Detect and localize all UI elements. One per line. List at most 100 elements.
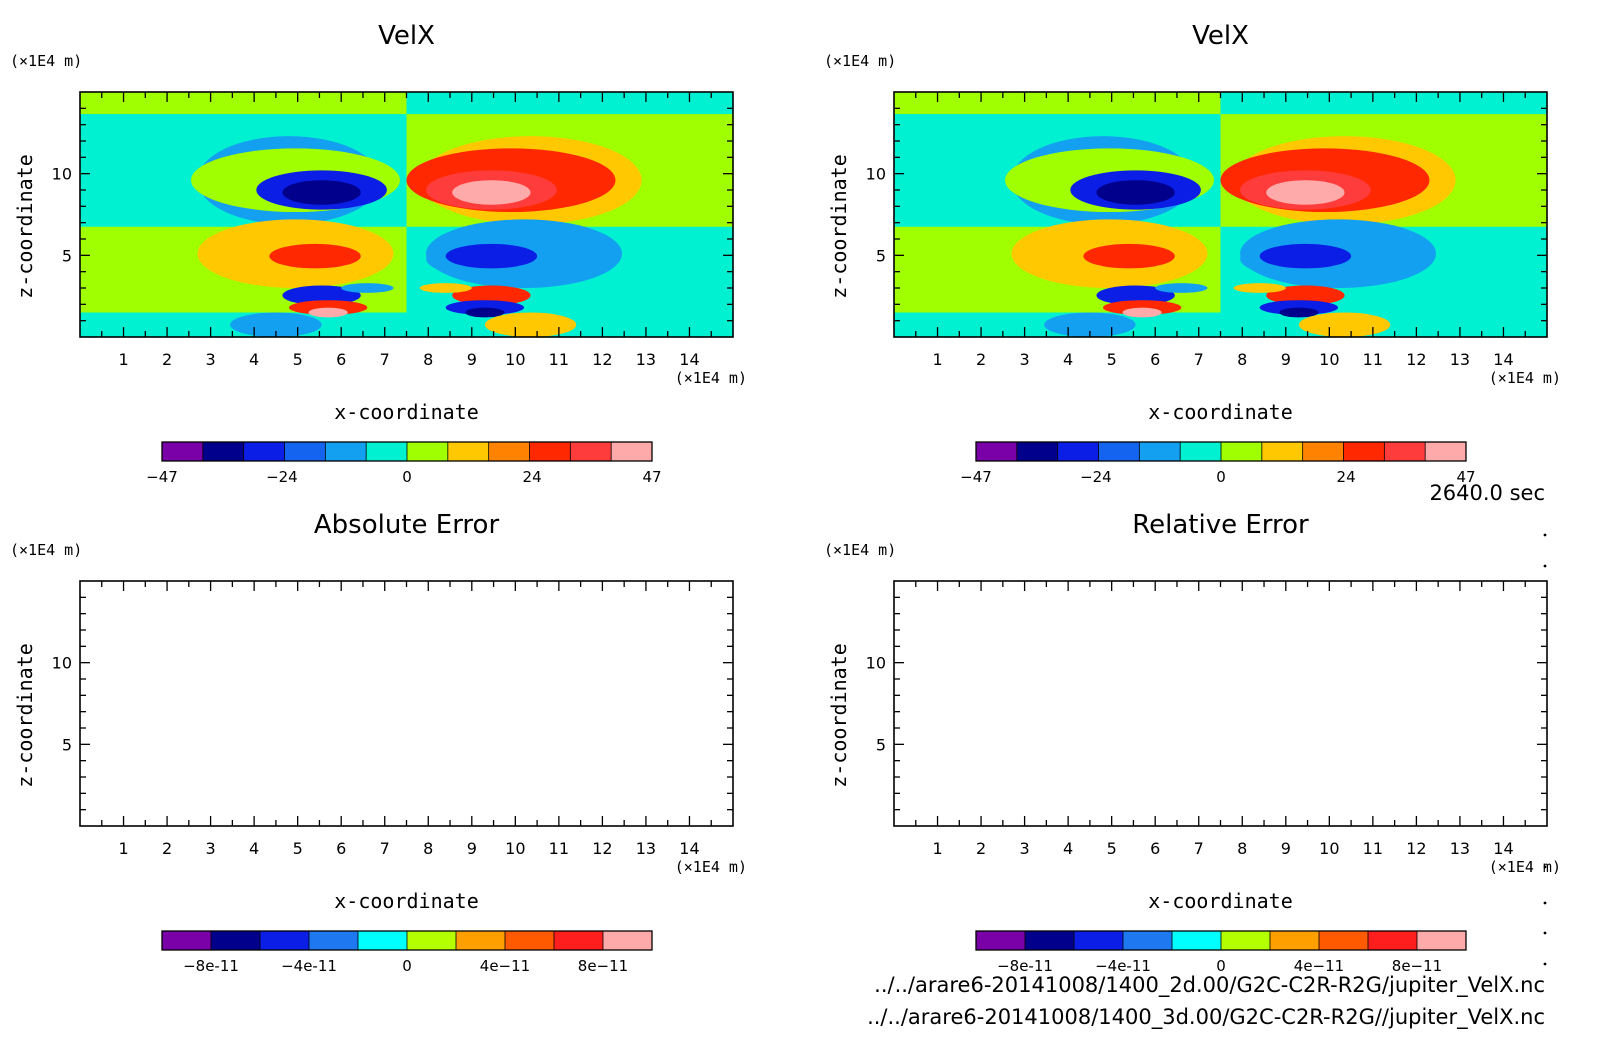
colorbar-swatch	[309, 931, 359, 950]
colorbar-swatch	[1180, 442, 1222, 461]
colorbar-label: −47	[960, 468, 992, 486]
colorbar-swatch	[1025, 931, 1075, 950]
x-tick-label: 4	[1063, 350, 1073, 369]
y-tick-label: 10	[866, 654, 886, 673]
y-tick-label: 10	[52, 165, 72, 184]
x-tick-label: 1	[932, 839, 942, 858]
x-tick-label: 5	[293, 350, 303, 369]
x-tick-label: 1	[118, 839, 128, 858]
time-label: 2640.0 sec	[1429, 481, 1545, 505]
y-unit-label: (×1E4 m)	[824, 541, 896, 559]
x-axis-title: x-coordinate	[334, 400, 479, 424]
colorbar-swatch	[603, 931, 653, 950]
colorbar-label: −47	[146, 468, 178, 486]
colorbar-label: 4e−11	[480, 957, 530, 975]
x-tick-label: 11	[549, 350, 569, 369]
x-tick-label: 11	[549, 839, 569, 858]
chart-title: Absolute Error	[314, 510, 500, 540]
x-tick-label: 7	[380, 350, 390, 369]
x-unit-label: (×1E4 m)	[1489, 369, 1561, 387]
colorbar-swatch	[1221, 931, 1271, 950]
colorbar-swatch	[358, 931, 408, 950]
x-tick-label: 11	[1363, 350, 1383, 369]
y-axis-title: z-coordinate	[827, 643, 851, 788]
colorbar-swatch	[1417, 931, 1467, 950]
colorbar-swatch	[1123, 931, 1173, 950]
colorbar-label: 8e−11	[578, 957, 628, 975]
x-unit-label: (×1E4 m)	[675, 369, 747, 387]
x-tick-label: 3	[206, 350, 216, 369]
x-tick-label: 8	[423, 839, 433, 858]
x-tick-label: 13	[636, 350, 656, 369]
plot-area	[894, 581, 1547, 826]
colorbar-label: 0	[1216, 957, 1226, 975]
colorbar-label: 47	[642, 468, 661, 486]
colorbar-swatch	[202, 442, 245, 461]
x-tick-label: 9	[1281, 350, 1291, 369]
colorbar-swatch	[407, 442, 449, 461]
colorbar-swatch	[1098, 442, 1140, 461]
colorbar-swatch	[976, 442, 1018, 461]
x-tick-label: 12	[1406, 350, 1426, 369]
colorbar: −47 −24 0 24 47	[960, 441, 1476, 486]
x-tick-label: 10	[1319, 839, 1339, 858]
x-tick-label: 8	[423, 350, 433, 369]
x-tick-label: 3	[206, 839, 216, 858]
chart-panel-3: Relative Error(×1E4 m)1 2 3 4 5 6 7 8 9 10 11 12 13 1…	[824, 510, 1561, 975]
colorbar-label: −8e-11	[183, 957, 239, 975]
chart-title: Relative Error	[1132, 510, 1309, 540]
colorbar-swatch	[1384, 442, 1426, 461]
colorbar-label: 24	[1337, 468, 1356, 486]
colorbar-label: −8e-11	[997, 957, 1053, 975]
x-tick-label: 12	[592, 350, 612, 369]
colorbar-swatch	[1368, 931, 1418, 950]
x-tick-label: 14	[679, 839, 699, 858]
x-tick-label: 14	[1493, 350, 1513, 369]
y-axis-title: z-coordinate	[827, 154, 851, 299]
colorbar-swatch	[366, 442, 408, 461]
colorbar-label: −24	[1080, 468, 1112, 486]
x-axis-title: x-coordinate	[334, 889, 479, 913]
colorbar: −47 −24 0 24 47	[146, 441, 662, 486]
x-tick-label: 2	[976, 839, 986, 858]
x-tick-label: 7	[1194, 350, 1204, 369]
panels: VelX(×1E4 m)1 2 3 4 5 6 7 8 9 10 11 12 13 14510(×1E4 …	[10, 21, 1561, 975]
colorbar-swatch	[1016, 442, 1059, 461]
colorbar-swatch	[1425, 442, 1467, 461]
colorbar-swatch	[570, 442, 612, 461]
y-unit-label: (×1E4 m)	[10, 52, 82, 70]
colorbar-label: −4e-11	[1095, 957, 1151, 975]
x-tick-label: 7	[380, 839, 390, 858]
chart-title: VelX	[1192, 21, 1249, 51]
x-tick-label: 2	[162, 839, 172, 858]
y-axis-title: z-coordinate	[13, 154, 37, 299]
colorbar-swatch	[1074, 931, 1124, 950]
colorbar-swatch	[1261, 442, 1304, 461]
colorbar-swatch	[1172, 931, 1222, 950]
colorbar-swatch	[284, 442, 326, 461]
colorbar-swatch	[1302, 442, 1344, 461]
x-tick-label: 7	[1194, 839, 1204, 858]
chart-title: VelX	[378, 21, 435, 51]
colorbar-swatch	[488, 442, 530, 461]
file-path-2d: ../../arare6-20141008/1400_2d.00/G2C-C2R…	[874, 973, 1545, 998]
chart-panel-0: VelX(×1E4 m)1 2 3 4 5 6 7 8 9 10 11 12 13 14510(×1E4 …	[10, 21, 747, 486]
x-tick-label: 5	[293, 839, 303, 858]
x-tick-label: 5	[1107, 350, 1117, 369]
margin-dots	[1543, 533, 1547, 966]
x-tick-label: 13	[1450, 839, 1470, 858]
colorbar-swatch	[1057, 442, 1099, 461]
colorbar: −8e-11 −4e-11 0 4e−11 8e−11	[975, 930, 1467, 975]
plot-area	[80, 581, 733, 826]
x-tick-label: 6	[1150, 839, 1160, 858]
colorbar-swatch	[447, 442, 490, 461]
colorbar-label: 24	[523, 468, 542, 486]
colorbar-swatch	[1319, 931, 1369, 950]
x-tick-label: 1	[118, 350, 128, 369]
x-unit-label: (×1E4 m)	[1489, 858, 1561, 876]
x-tick-label: 8	[1237, 839, 1247, 858]
x-tick-label: 5	[1107, 839, 1117, 858]
colorbar: −8e-11 −4e-11 0 4e−11 8e−11	[161, 930, 653, 975]
x-tick-label: 10	[505, 350, 525, 369]
